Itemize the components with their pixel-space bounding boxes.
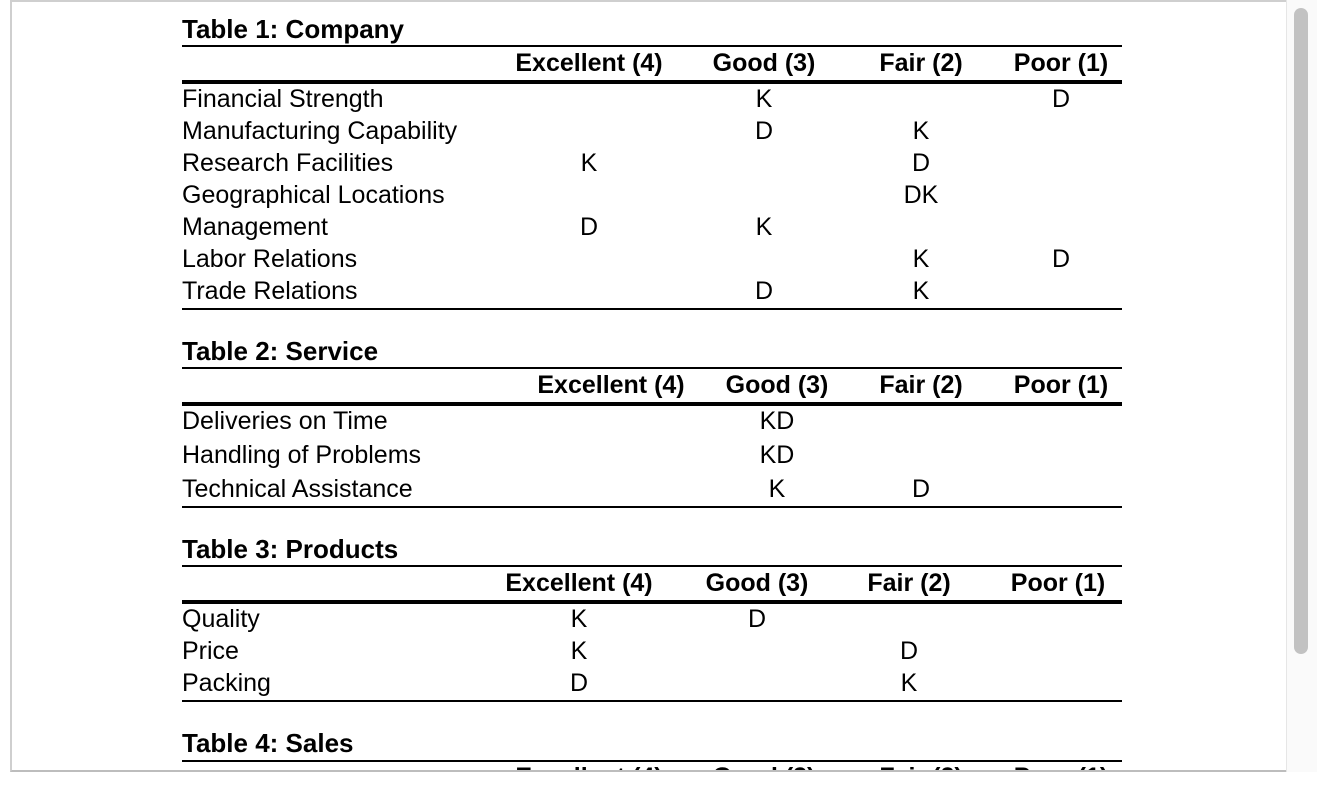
column-header-good: Good (3) bbox=[712, 49, 816, 77]
row-label: Trade Relations bbox=[182, 277, 358, 305]
column-header-poor: Poor (1) bbox=[1014, 762, 1108, 770]
cell-fair: D bbox=[911, 475, 931, 503]
row-label: Financial Strength bbox=[182, 85, 384, 113]
column-header-excellent: Excellent (4) bbox=[515, 762, 662, 770]
column-header-excellent: Excellent (4) bbox=[515, 49, 663, 77]
table-title: Table 2: Service bbox=[182, 336, 379, 366]
table-top-rule bbox=[182, 367, 1122, 369]
row-label: Handling of Problems bbox=[182, 441, 422, 469]
row-label: Technical Assistance bbox=[182, 475, 413, 503]
table-bottom-rule bbox=[182, 506, 1122, 508]
table-top-rule bbox=[182, 565, 1122, 567]
column-header-good: Good (3) bbox=[725, 371, 829, 399]
cell-good: D bbox=[754, 117, 774, 145]
row-label: Research Facilities bbox=[182, 149, 394, 177]
column-header-good: Good (3) bbox=[705, 569, 809, 597]
row-label: Deliveries on Time bbox=[182, 407, 388, 435]
cell-fair: K bbox=[912, 277, 930, 305]
header-rule bbox=[182, 80, 1122, 84]
cell-good: KD bbox=[759, 441, 795, 469]
cell-fair: D bbox=[911, 149, 931, 177]
table-title: Table 1: Company bbox=[182, 14, 405, 44]
cell-poor: D bbox=[1051, 245, 1071, 273]
table-title: Table 3: Products bbox=[182, 534, 399, 564]
row-label: Geographical Locations bbox=[182, 181, 445, 209]
cell-fair: DK bbox=[903, 181, 939, 209]
row-label: Management bbox=[182, 213, 328, 241]
cell-fair: K bbox=[912, 245, 930, 273]
row-label: Quality bbox=[182, 605, 260, 633]
column-header-fair: Fair (2) bbox=[867, 569, 951, 597]
row-label: Price bbox=[182, 637, 239, 665]
cell-poor: D bbox=[1051, 85, 1071, 113]
document-viewport: Table 1: Company Excellent (4) Good (3) … bbox=[10, 0, 1316, 772]
cell-excellent: D bbox=[569, 669, 589, 697]
cell-good: K bbox=[768, 475, 786, 503]
column-header-fair: Fair (2) bbox=[879, 371, 963, 399]
column-header-excellent: Excellent (4) bbox=[537, 371, 685, 399]
table-bottom-rule bbox=[182, 700, 1122, 702]
column-header-poor: Poor (1) bbox=[1013, 49, 1109, 77]
row-label: Manufacturing Capability bbox=[182, 117, 458, 145]
cell-good: KD bbox=[759, 407, 795, 435]
cell-good: D bbox=[754, 277, 774, 305]
column-header-poor: Poor (1) bbox=[1013, 371, 1109, 399]
table-top-rule bbox=[182, 760, 1122, 762]
cell-fair: D bbox=[899, 637, 919, 665]
cell-good: K bbox=[755, 85, 773, 113]
cell-excellent: D bbox=[579, 213, 599, 241]
scrollbar-thumb[interactable] bbox=[1294, 8, 1308, 654]
document-content: Table 1: Company Excellent (4) Good (3) … bbox=[182, 2, 1292, 770]
row-label: Labor Relations bbox=[182, 245, 358, 273]
column-header-good: Good (3) bbox=[713, 762, 816, 770]
table-top-rule bbox=[182, 45, 1122, 47]
cell-excellent: K bbox=[580, 149, 598, 177]
column-header-poor: Poor (1) bbox=[1010, 569, 1106, 597]
cell-excellent: K bbox=[570, 637, 588, 665]
column-header-fair: Fair (2) bbox=[879, 49, 963, 77]
table-title: Table 4: Sales bbox=[182, 728, 354, 758]
header-rule bbox=[182, 600, 1122, 604]
cell-good: K bbox=[755, 213, 773, 241]
header-rule bbox=[182, 402, 1122, 406]
row-label: Packing bbox=[182, 669, 271, 697]
cell-fair: K bbox=[900, 669, 918, 697]
cell-good: D bbox=[747, 605, 767, 633]
cell-fair: K bbox=[912, 117, 930, 145]
cell-excellent: K bbox=[570, 605, 588, 633]
column-header-excellent: Excellent (4) bbox=[505, 569, 653, 597]
column-header-fair: Fair (2) bbox=[879, 762, 962, 770]
table-bottom-rule bbox=[182, 308, 1122, 310]
